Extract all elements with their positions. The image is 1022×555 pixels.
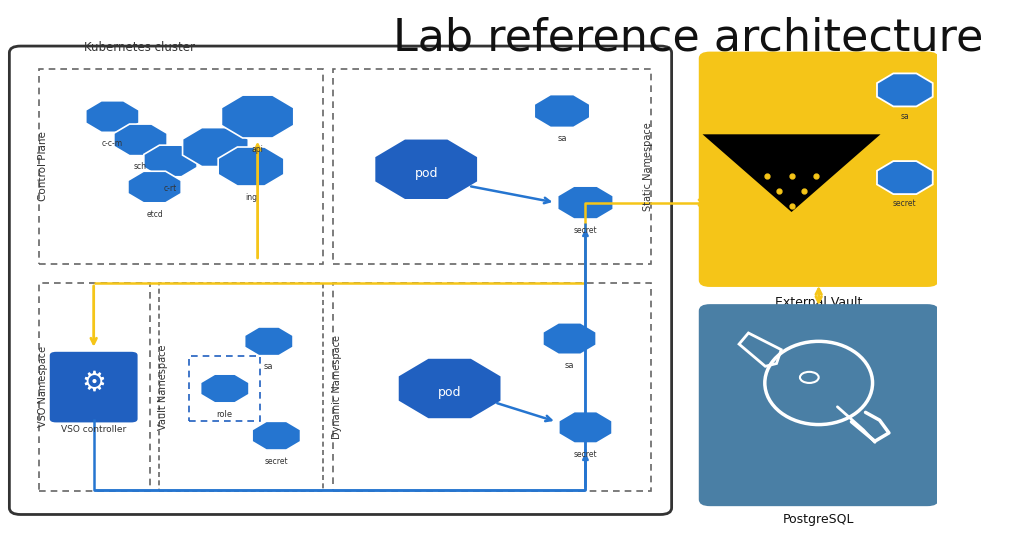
Polygon shape (244, 327, 293, 356)
Bar (39, 69, 323, 264)
Polygon shape (200, 374, 249, 403)
Text: ing: ing (245, 193, 258, 202)
Text: VSO Namespace: VSO Namespace (38, 346, 48, 427)
Bar (159, 283, 323, 491)
Text: sa: sa (900, 112, 910, 120)
Bar (332, 283, 651, 491)
Text: Lab reference architecture: Lab reference architecture (393, 17, 983, 59)
Text: Static Namespace: Static Namespace (643, 122, 653, 211)
Text: Dynamic Namespace: Dynamic Namespace (332, 335, 342, 439)
Text: Vault Namespace: Vault Namespace (158, 344, 168, 430)
Polygon shape (877, 73, 933, 107)
Polygon shape (252, 421, 300, 450)
FancyBboxPatch shape (699, 52, 938, 287)
Text: secret: secret (573, 450, 597, 459)
Polygon shape (113, 124, 168, 155)
Bar (189, 356, 261, 421)
Polygon shape (535, 94, 590, 128)
Polygon shape (218, 147, 284, 186)
Text: secret: secret (573, 226, 597, 235)
Polygon shape (222, 95, 293, 138)
Text: VSO controller: VSO controller (61, 425, 127, 433)
Text: pod: pod (415, 167, 438, 180)
Text: secret: secret (893, 199, 917, 208)
Polygon shape (128, 171, 181, 203)
Polygon shape (877, 161, 933, 194)
Text: sa: sa (264, 362, 274, 371)
Text: PostgreSQL: PostgreSQL (783, 513, 854, 526)
Polygon shape (398, 358, 502, 419)
Text: sch: sch (134, 163, 147, 171)
FancyBboxPatch shape (49, 351, 139, 423)
Text: c-c-m: c-c-m (102, 139, 123, 148)
Text: External Vault
cluster: External Vault cluster (775, 296, 863, 326)
Text: Control Plane: Control Plane (38, 132, 48, 201)
Polygon shape (558, 186, 613, 219)
Text: role: role (217, 410, 233, 418)
Text: sa: sa (565, 361, 574, 370)
Polygon shape (543, 323, 596, 354)
Text: c-rt: c-rt (164, 184, 177, 193)
Text: secret: secret (265, 457, 288, 466)
Polygon shape (702, 134, 881, 212)
Bar (332, 69, 651, 264)
Text: Kubernetes cluster: Kubernetes cluster (84, 41, 195, 54)
Polygon shape (374, 139, 478, 200)
Text: sa: sa (557, 134, 567, 143)
Text: ⚙: ⚙ (81, 369, 106, 397)
FancyBboxPatch shape (699, 304, 938, 506)
Text: pod: pod (437, 386, 461, 400)
Polygon shape (559, 412, 612, 443)
Polygon shape (86, 101, 139, 132)
Polygon shape (183, 128, 248, 166)
Polygon shape (144, 145, 197, 176)
Text: api: api (251, 145, 264, 154)
Text: etcd: etcd (146, 210, 162, 219)
Bar (39, 283, 150, 491)
